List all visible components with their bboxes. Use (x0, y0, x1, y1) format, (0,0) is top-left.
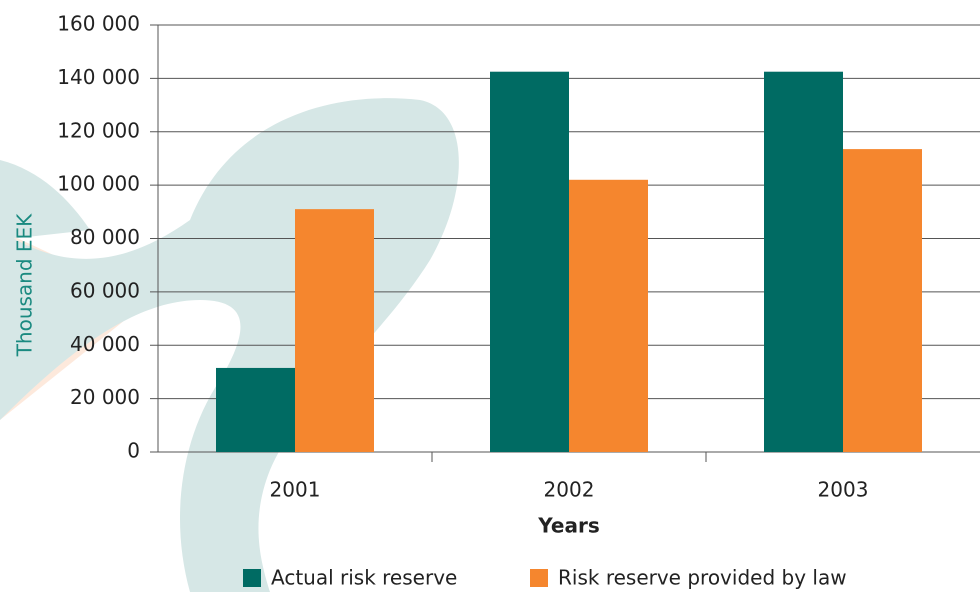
legend-swatch (530, 569, 548, 587)
y-tick-label: 40 000 (70, 332, 140, 356)
y-tick-label: 60 000 (70, 278, 140, 302)
bar (569, 179, 648, 452)
y-tick-label: 140 000 (57, 65, 140, 89)
x-tick-label: 2002 (544, 478, 595, 502)
y-tick-label: 160 000 (57, 12, 140, 36)
y-axis-label: Thousand EEK (13, 213, 37, 357)
bar (295, 209, 374, 452)
legend-swatch (243, 569, 261, 587)
y-tick-label: 120 000 (57, 118, 140, 142)
x-axis-label: Years (537, 514, 599, 538)
x-tick-label: 2001 (270, 478, 321, 502)
y-tick-label: 100 000 (57, 172, 140, 196)
legend-label: Risk reserve provided by law (558, 566, 847, 590)
legend-label: Actual risk reserve (271, 566, 457, 590)
bar (764, 71, 843, 452)
y-tick-label: 20 000 (70, 385, 140, 409)
bar (216, 367, 295, 452)
bar (843, 149, 922, 453)
y-tick-label: 80 000 (70, 225, 140, 249)
bar (490, 71, 569, 452)
decor-teal-small (0, 160, 90, 240)
y-tick-label: 0 (127, 439, 140, 463)
x-tick-label: 2003 (818, 478, 869, 502)
